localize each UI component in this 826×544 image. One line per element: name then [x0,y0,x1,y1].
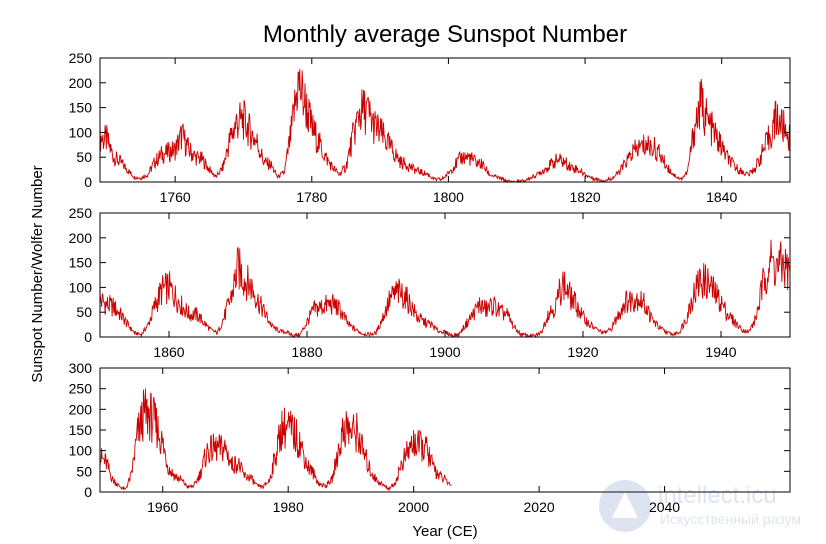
x-tick-label: 1960 [147,499,178,515]
y-tick-label: 50 [76,149,92,165]
x-tick-label: 2040 [649,499,680,515]
y-tick-label: 0 [84,174,92,190]
y-tick-label: 200 [69,230,93,246]
x-tick-label: 1980 [273,499,304,515]
x-axis-label: Year (CE) [412,523,477,540]
x-tick-label: 1820 [569,189,600,205]
x-tick-label: 1920 [567,344,598,360]
series-line-panel-2 [99,239,791,339]
y-axis-label: Sunspot Number/Wolfer Number [29,165,46,382]
series-line-panel-1 [99,68,791,184]
y-tick-label: 150 [69,255,93,271]
y-tick-label: 150 [69,100,93,116]
plot-frame-panel-2 [99,212,791,338]
y-tick-label: 200 [69,75,93,91]
series-line-panel-3 [99,388,452,492]
y-tick-label: 0 [84,329,92,345]
y-tick-label: 100 [69,124,93,140]
x-tick-label: 1880 [291,344,322,360]
x-tick-label: 1780 [296,189,327,205]
x-tick-label: 2000 [398,499,429,515]
y-tick-label: 50 [76,304,92,320]
panel-3: 0 50 100 150 200 250 300 1960 1980 2000 2020 2040 [69,360,791,515]
x-tick-label: 1940 [705,344,736,360]
y-tick-label: 200 [69,401,93,417]
y-tick-label: 250 [69,50,93,66]
x-tick-label: 1760 [160,189,191,205]
panel-1: 0 50 100 150 200 250 1760 1780 1800 1820 1840 [69,50,791,205]
x-tick-label: 2020 [524,499,555,515]
plot-frame-panel-1 [99,57,791,183]
y-tick-label: 300 [69,360,93,376]
chart-panels: 0 50 100 150 200 250 1760 1780 1800 1820 1840 0 50 10… [69,50,791,515]
x-tick-label: 1840 [706,189,737,205]
x-tick-label: 1800 [433,189,464,205]
y-tick-label: 100 [69,443,93,459]
y-tick-label: 0 [84,484,92,500]
y-tick-label: 50 [76,463,92,479]
panel-2: 0 50 100 150 200 250 1860 1880 1900 1920 1940 [69,205,791,360]
x-tick-label: 1900 [429,344,460,360]
y-tick-label: 150 [69,422,93,438]
y-tick-label: 250 [69,381,93,397]
y-tick-label: 250 [69,205,93,221]
y-tick-label: 100 [69,279,93,295]
plot-frame-panel-3 [99,367,791,493]
chart-title: Monthly average Sunspot Number [263,21,627,48]
x-tick-label: 1860 [153,344,184,360]
